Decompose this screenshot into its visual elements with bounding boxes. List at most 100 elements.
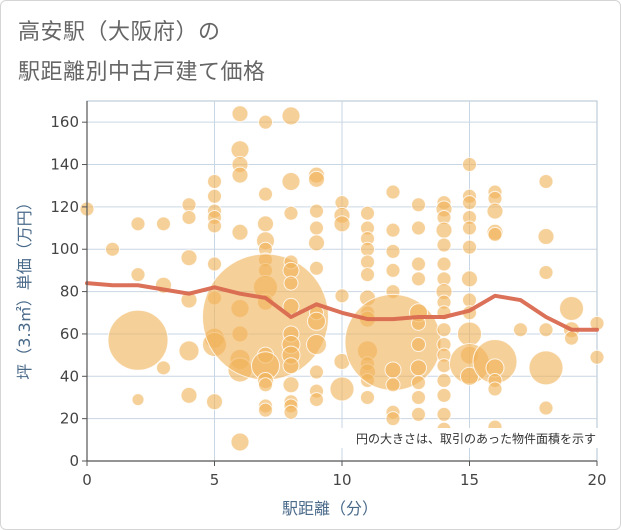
y-tick-label: 20 [60,410,79,428]
y-tick-label: 40 [60,367,79,385]
trend-line-group [85,281,599,332]
y-tick-label: 100 [50,240,79,258]
data-point [258,377,273,393]
data-point [309,260,324,276]
data-point [309,364,324,380]
y-tick-label: 140 [50,156,79,174]
data-point [130,216,146,232]
data-point [231,166,249,184]
data-point [385,411,401,427]
data-point [360,254,375,270]
data-point [206,393,223,411]
data-point [487,226,503,242]
data-point [528,350,564,386]
data-point [462,292,477,308]
data-point [333,215,351,233]
data-point [559,296,584,322]
data-point [564,330,579,346]
y-tick-label: 60 [60,325,79,343]
data-point [513,322,528,338]
data-point [360,205,375,221]
data-point [306,334,327,356]
data-point [411,220,426,236]
data-point [180,386,198,404]
data-point [589,349,605,365]
x-tick-label: 20 [587,471,606,489]
data-point [207,173,222,189]
data-point [462,157,477,173]
data-point [329,376,355,402]
data-point [486,202,504,220]
y-tick-label: 160 [50,113,79,131]
data-point [283,205,299,221]
chart-title-line1: 高安駅（大阪府）の [18,20,221,45]
data-point [538,322,554,338]
data-point [436,387,452,403]
data-point [360,389,375,405]
x-tick-label: 0 [82,471,92,489]
data-point [462,220,477,236]
data-point [105,241,120,257]
data-point [230,432,250,452]
data-point [538,265,554,281]
data-point [462,239,477,255]
y-tick-label: 0 [69,452,79,470]
data-point [282,297,300,315]
data-point [181,197,197,213]
bubble-size-note: 円の大きさは、取引のあった物件面積を示す [356,431,596,446]
data-point [411,256,426,272]
data-point [334,288,350,304]
data-point [207,218,222,234]
chart-title-line2: 駅距離別中古戸建て価格 [18,60,266,85]
data-point [231,105,249,123]
data-point [360,267,375,283]
data-point [457,321,482,347]
data-point [411,375,426,391]
data-point [282,357,300,375]
trend-line [85,281,599,332]
data-point [131,393,145,407]
data-point [538,400,554,416]
data-point [309,392,324,408]
data-point [411,406,426,422]
y-tick-label: 80 [60,283,79,301]
data-point [307,311,326,331]
data-point [283,404,299,420]
data-point [258,402,273,418]
y-axis-title: 坪（3.3㎡）単価（万円） [15,194,34,379]
data-point [257,215,274,233]
data-point [231,223,249,241]
data-point [281,171,301,191]
data-point [181,209,197,225]
data-point [178,340,200,362]
x-tick-label: 5 [210,471,220,489]
data-point [385,222,401,238]
data-point [411,271,426,287]
data-point [410,359,427,377]
data-point [207,188,222,204]
data-point [461,270,478,288]
data-point [230,140,250,160]
data-point [309,203,324,219]
data-point [309,220,324,236]
data-point [436,237,452,253]
x-axis-title: 駅距離（分） [282,499,378,518]
data-point [258,186,273,202]
data-point [487,381,503,397]
y-tick-label: 120 [50,198,79,216]
data-point [411,337,426,353]
data-point [207,256,222,272]
data-point [436,256,452,272]
data-point [436,373,452,389]
data-point [283,275,299,291]
data-point [385,377,401,393]
data-point [281,106,301,126]
data-point [462,195,477,211]
data-point [436,358,452,374]
data-point [385,262,401,278]
data-point [436,322,452,338]
data-point [107,309,169,371]
x-tick-label: 15 [460,471,479,489]
data-point [156,360,171,376]
